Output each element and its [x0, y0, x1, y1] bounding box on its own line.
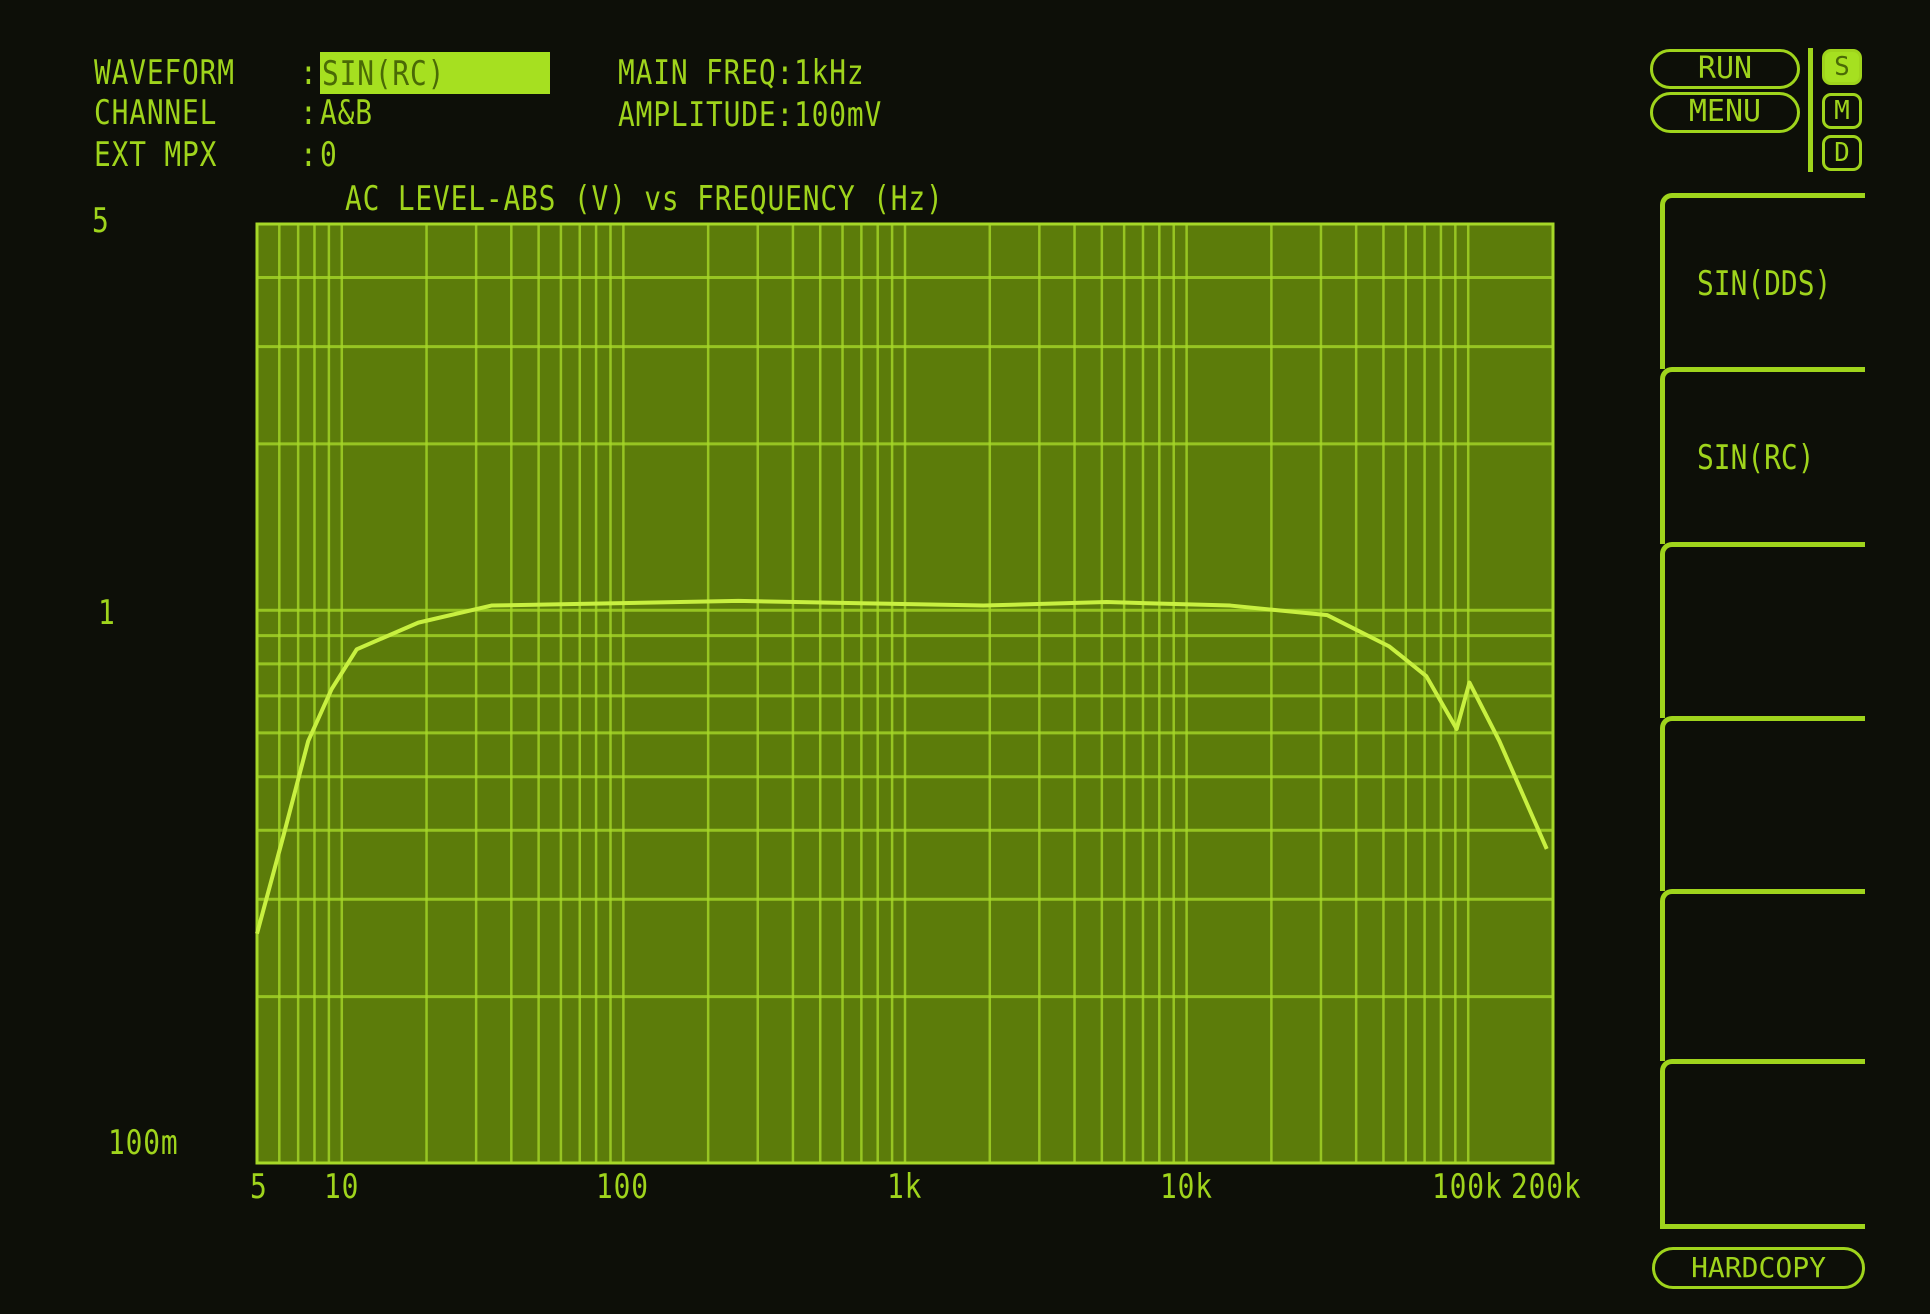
mode-d-icon[interactable]: D [1822, 135, 1862, 171]
chart-title: AC LEVEL-ABS (V) vs FREQUENCY (Hz) [345, 179, 944, 219]
channel-label: CHANNEL [94, 93, 218, 133]
softkey-1-label: SIN(DDS) [1697, 264, 1832, 304]
softkey-5[interactable] [1660, 889, 1865, 1061]
amplitude: AMPLITUDE:100mV [618, 95, 883, 135]
x-tick-label: 10k [1159, 1167, 1213, 1207]
run-button[interactable]: RUN [1650, 49, 1800, 89]
x-tick-label: 100 [596, 1167, 650, 1207]
menu-button[interactable]: MENU [1650, 92, 1800, 133]
softkey-2[interactable]: SIN(RC) [1660, 367, 1865, 544]
response-curve [255, 598, 1549, 935]
hardcopy-label: HARDCOPY [1691, 1251, 1826, 1284]
waveform-label: WAVEFORM [94, 53, 235, 93]
y-tick-label: 5 [92, 201, 110, 241]
waveform-value: SIN(RC) [322, 54, 446, 94]
x-tick-label: 5 [250, 1167, 268, 1207]
channel-separator: : [300, 93, 318, 133]
main-freq: MAIN FREQ:1kHz [618, 53, 865, 93]
waveform-separator: : [300, 53, 318, 93]
softkey-3[interactable] [1660, 542, 1865, 718]
divider [1808, 48, 1813, 172]
x-tick-label: 10 [323, 1167, 359, 1207]
mode-s-icon[interactable]: S [1822, 49, 1862, 85]
softkey-2-label: SIN(RC) [1697, 438, 1815, 478]
softkey-1[interactable]: SIN(DDS) [1660, 193, 1865, 369]
ext-mpx-separator: : [300, 135, 318, 175]
ext-mpx-value: 0 [320, 135, 338, 175]
channel-value: A&B [320, 93, 373, 133]
x-tick-label: 100k [1432, 1167, 1503, 1207]
ext-mpx-label: EXT MPX [94, 135, 218, 175]
softkey-4[interactable] [1660, 716, 1865, 891]
softkey-6[interactable] [1660, 1059, 1865, 1229]
hardcopy-button[interactable]: HARDCOPY [1652, 1247, 1865, 1289]
x-tick-label: 1k [887, 1167, 923, 1207]
y-tick-label: 100m [108, 1123, 179, 1163]
x-tick-label: 200k [1511, 1167, 1582, 1207]
waveform-value-highlight[interactable]: SIN(RC) [320, 52, 550, 94]
mode-m-icon[interactable]: M [1822, 93, 1862, 129]
menu-label: MENU [1688, 94, 1762, 129]
run-label: RUN [1697, 51, 1753, 86]
y-tick-label: 1 [98, 593, 116, 633]
